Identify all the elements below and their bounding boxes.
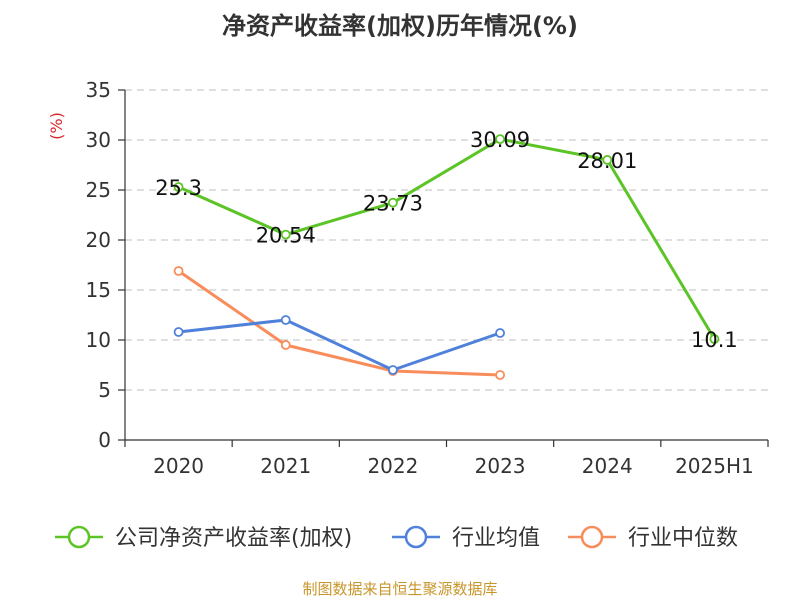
y-tick-label: 15 [86, 278, 111, 302]
data-label: 23.73 [363, 192, 423, 216]
y-tick-label: 20 [86, 228, 111, 252]
legend-marker [404, 525, 428, 549]
data-point [495, 134, 505, 145]
x-tick-label: 2020 [153, 454, 204, 478]
data-point [280, 340, 291, 350]
source-note: 制图数据来自恒生聚源数据库 [302, 580, 498, 598]
chart-title: 净资产收益率(加权)历年情况(%) [222, 12, 578, 40]
data-point [173, 266, 184, 276]
data-point [173, 182, 184, 192]
series-line [177, 269, 502, 377]
legend-marker [580, 525, 604, 549]
data-label: 20.54 [256, 224, 316, 248]
series-line [177, 318, 502, 372]
legend-label: 公司净资产收益率(加权) [115, 526, 352, 551]
data-point [173, 327, 184, 337]
x-tick-label: 2024 [582, 454, 633, 478]
data-label: 30.09 [470, 128, 530, 152]
legend-marker [67, 525, 91, 549]
data-label: 28.01 [577, 149, 637, 173]
x-tick-label: 2023 [475, 454, 526, 478]
data-point [280, 229, 291, 240]
series-line [177, 137, 716, 341]
y-tick-label: 30 [86, 128, 111, 152]
data-point [388, 197, 398, 208]
y-tick-label: 10 [86, 328, 111, 352]
data-point [495, 370, 505, 380]
data-label: 25.3 [155, 176, 202, 200]
data-point [709, 334, 720, 344]
y-tick-label: 0 [98, 428, 111, 452]
legend-label: 行业均值 [452, 526, 540, 551]
x-tick-label: 2022 [367, 454, 418, 478]
data-point [495, 328, 505, 338]
legend-label: 行业中位数 [628, 526, 738, 551]
data-point [602, 154, 613, 165]
y-tick-label: 35 [86, 78, 111, 102]
data-label: 10.1 [691, 328, 738, 352]
x-tick-label: 2025H1 [675, 454, 754, 478]
y-tick-label: 25 [86, 178, 111, 202]
data-point [388, 365, 398, 375]
y-axis-unit: (%) [47, 112, 66, 140]
y-tick-label: 5 [98, 378, 111, 402]
x-tick-label: 2021 [260, 454, 311, 478]
data-point [280, 315, 291, 325]
